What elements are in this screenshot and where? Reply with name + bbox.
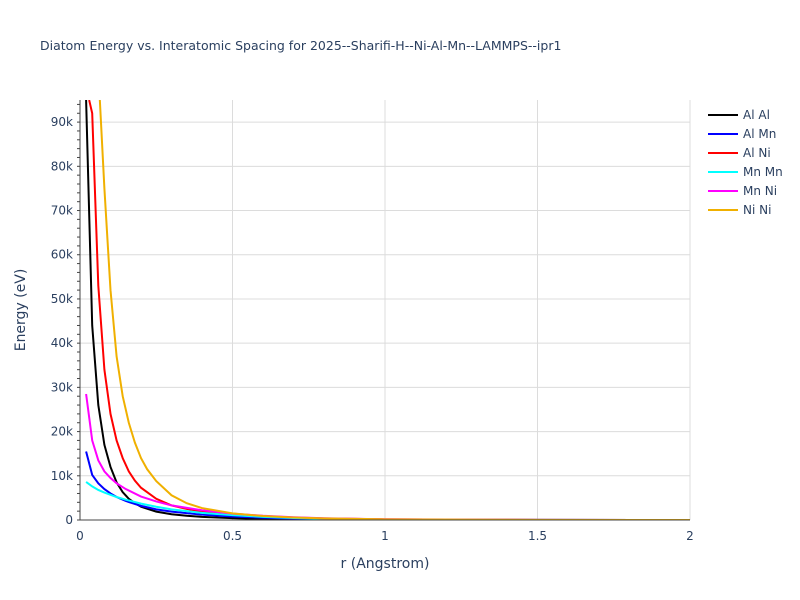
legend-label: Al Mn [743, 127, 776, 141]
y-tick-label: 30k [51, 380, 73, 394]
legend-label: Mn Ni [743, 184, 777, 198]
y-tick-label: 0 [65, 513, 73, 527]
legend-item-al-mn[interactable]: Al Mn [708, 127, 776, 141]
legend-item-mn-mn[interactable]: Mn Mn [708, 165, 783, 179]
x-tick-label: 1 [381, 529, 389, 543]
series-line-ni-ni [98, 100, 690, 520]
x-tick-label: 2 [686, 529, 694, 543]
y-tick-label: 80k [51, 159, 73, 173]
x-tick-label: 1.5 [528, 529, 547, 543]
series-line-al-al [85, 100, 690, 520]
y-tick-label: 10k [51, 469, 73, 483]
grid [80, 100, 691, 520]
legend-item-al-ni[interactable]: Al Ni [708, 146, 771, 160]
plot-area [85, 100, 690, 520]
legend-label: Mn Mn [743, 165, 783, 179]
y-tick-label: 70k [51, 204, 73, 218]
legend-item-ni-ni[interactable]: Ni Ni [708, 203, 771, 217]
legend-label: Al Al [743, 108, 770, 122]
x-tick-label: 0 [76, 529, 84, 543]
y-tick-label: 50k [51, 292, 73, 306]
legend-item-mn-ni[interactable]: Mn Ni [708, 184, 777, 198]
y-tick-label: 20k [51, 425, 73, 439]
x-axis-title: r (Angstrom) [341, 556, 430, 572]
chart-title: Diatom Energy vs. Interatomic Spacing fo… [40, 38, 561, 53]
y-tick-label: 90k [51, 115, 73, 129]
series-line-al-ni [88, 100, 690, 520]
legend-label: Al Ni [743, 146, 771, 160]
legend[interactable]: Al Al Al Mn Al Ni Mn Mn Mn Ni Ni Ni [708, 108, 783, 217]
y-tick-label: 60k [51, 248, 73, 262]
legend-item-al-al[interactable]: Al Al [708, 108, 770, 122]
legend-label: Ni Ni [743, 203, 771, 217]
axes: 0 0.5 1 1.5 2 0 10k 20k 30k 40k 50k 60k 70k 80k 90k [51, 100, 694, 543]
x-tick-label: 0.5 [223, 529, 242, 543]
y-tick-label: 40k [51, 336, 73, 350]
series-line-mn-ni [85, 393, 690, 520]
y-axis-title: Energy (eV) [13, 269, 29, 352]
